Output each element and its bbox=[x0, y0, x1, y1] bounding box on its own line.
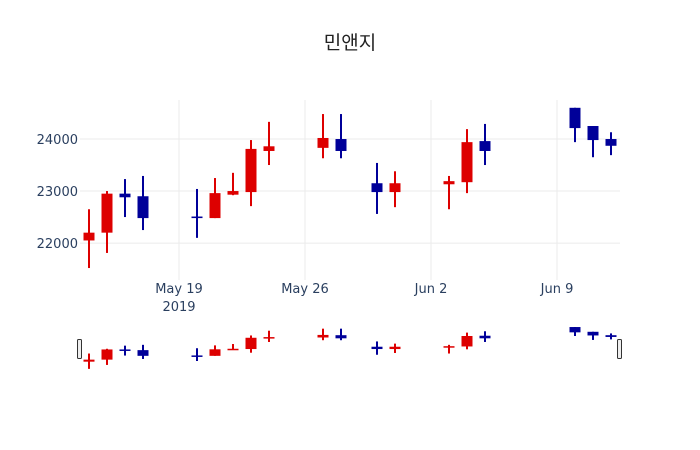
x-axis-ticks: May 19 2019 May 26 Jun 2 Jun 9 bbox=[155, 282, 573, 315]
range-slider-left-handle[interactable] bbox=[77, 339, 82, 359]
y-tick-label: 23000 bbox=[37, 185, 78, 200]
candle[interactable] bbox=[371, 341, 383, 355]
candles-main[interactable] bbox=[83, 107, 617, 269]
candle[interactable] bbox=[479, 123, 491, 166]
candle[interactable] bbox=[101, 348, 113, 365]
candle[interactable] bbox=[587, 331, 599, 340]
candle[interactable] bbox=[101, 191, 113, 253]
candle[interactable] bbox=[119, 179, 131, 218]
candle[interactable] bbox=[209, 345, 221, 356]
x-tick-label: May 19 bbox=[155, 282, 203, 297]
range-slider-background bbox=[80, 325, 620, 372]
candle[interactable] bbox=[461, 332, 473, 350]
candle[interactable] bbox=[443, 175, 455, 210]
candle[interactable] bbox=[209, 178, 221, 219]
y-tick-label: 24000 bbox=[37, 133, 78, 148]
candle[interactable] bbox=[479, 331, 491, 342]
x-tick-label: Jun 9 bbox=[540, 282, 574, 297]
candle[interactable] bbox=[587, 126, 599, 158]
candle[interactable] bbox=[119, 345, 131, 356]
candle[interactable] bbox=[227, 344, 239, 351]
candle[interactable] bbox=[569, 327, 581, 337]
candle[interactable] bbox=[263, 121, 275, 166]
candle[interactable] bbox=[83, 209, 95, 269]
x-tick-label: May 26 bbox=[281, 282, 329, 297]
candle[interactable] bbox=[605, 132, 617, 156]
candle[interactable] bbox=[335, 114, 347, 159]
candle[interactable] bbox=[605, 333, 617, 340]
y-axis-ticks: 22000 23000 24000 bbox=[37, 133, 78, 252]
candle[interactable] bbox=[263, 330, 275, 342]
chart-title: 민앤지 bbox=[323, 32, 377, 54]
candle[interactable] bbox=[317, 328, 329, 341]
candle[interactable] bbox=[227, 172, 239, 196]
candle[interactable] bbox=[191, 188, 203, 238]
x-tick-year-label: 2019 bbox=[162, 300, 195, 315]
candle[interactable] bbox=[137, 175, 149, 231]
candle[interactable] bbox=[389, 171, 401, 208]
candle[interactable] bbox=[191, 348, 203, 361]
candle[interactable] bbox=[389, 343, 401, 353]
candle[interactable] bbox=[461, 129, 473, 194]
candle[interactable] bbox=[245, 335, 257, 353]
candle[interactable] bbox=[335, 328, 347, 341]
candle[interactable] bbox=[371, 162, 383, 214]
x-tick-label: Jun 2 bbox=[414, 282, 448, 297]
candle[interactable] bbox=[569, 107, 581, 143]
y-tick-label: 22000 bbox=[37, 237, 78, 252]
range-slider-right-handle[interactable] bbox=[617, 339, 622, 359]
candle[interactable] bbox=[317, 114, 329, 159]
candle[interactable] bbox=[137, 344, 149, 359]
range-slider[interactable] bbox=[77, 325, 622, 372]
candle[interactable] bbox=[443, 344, 455, 354]
candle[interactable] bbox=[83, 353, 95, 369]
gridlines bbox=[80, 100, 620, 280]
candle[interactable] bbox=[245, 140, 257, 207]
